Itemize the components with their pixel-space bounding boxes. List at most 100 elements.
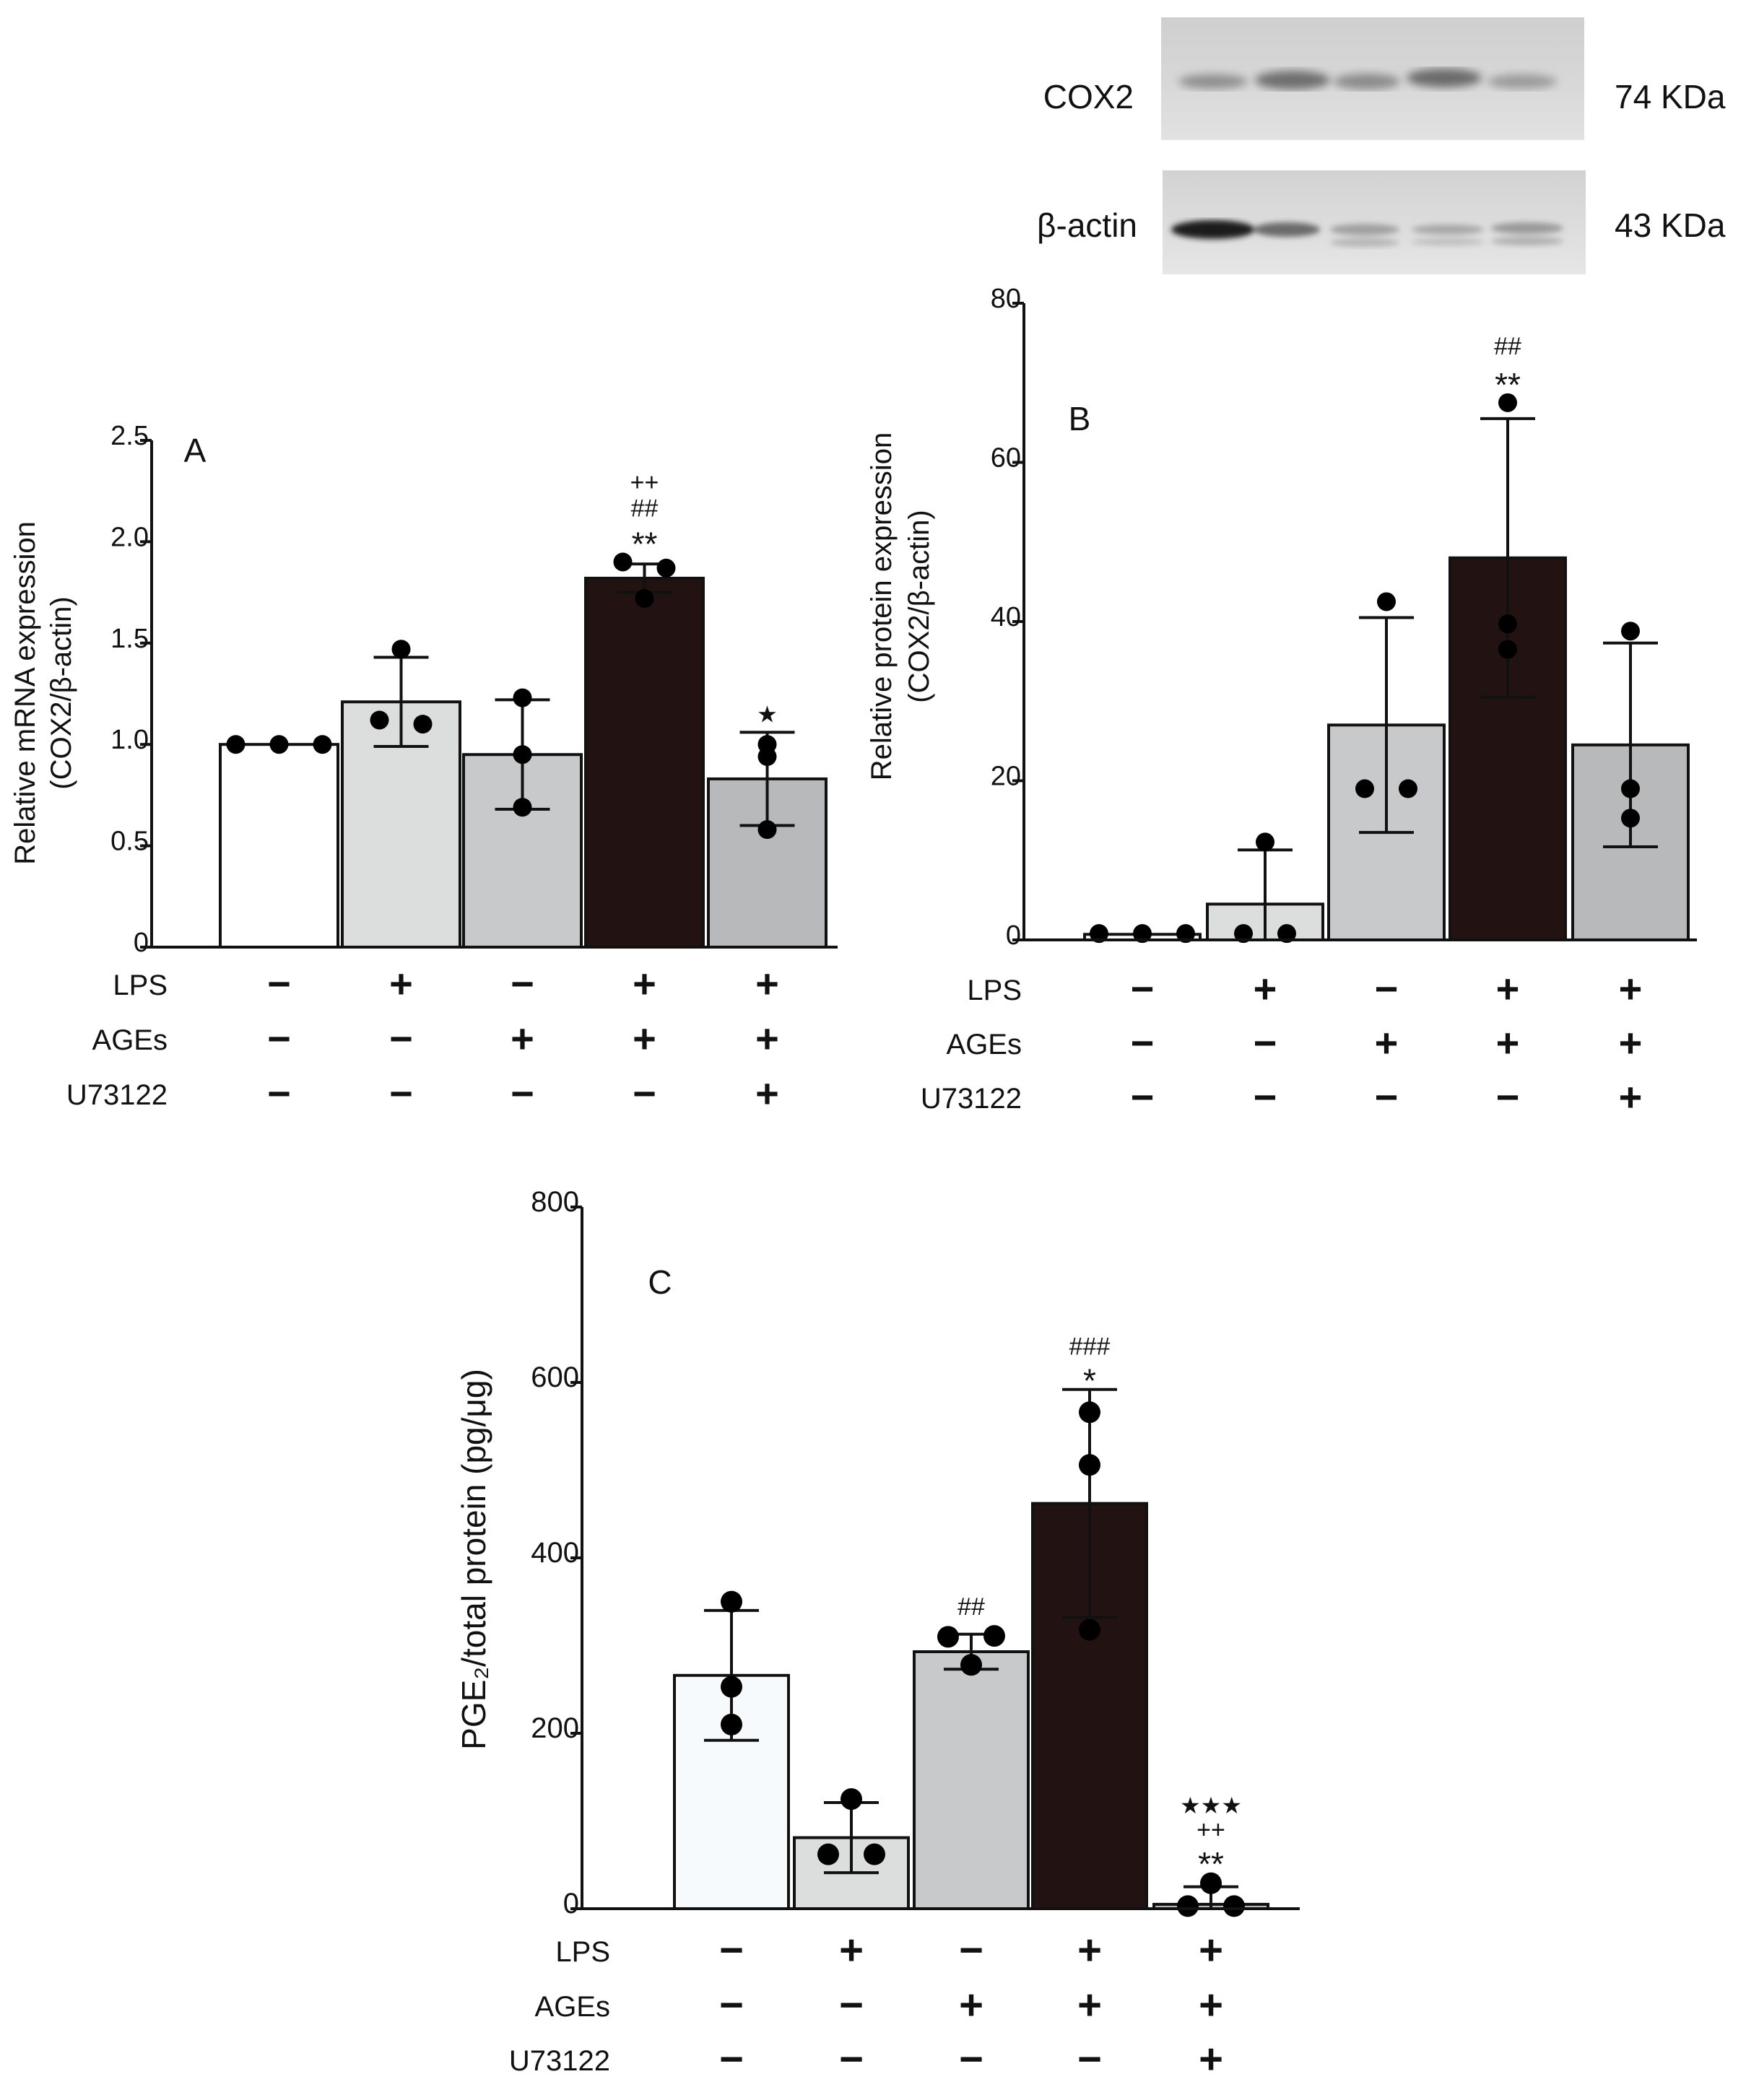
treatment-sign-c-ages-1: − — [719, 1982, 744, 2029]
treatment-sign-b-u73122-1: − — [1131, 1074, 1155, 1120]
data-point-b-4-3 — [1498, 640, 1517, 659]
panel-label-b: B — [1069, 400, 1091, 437]
treatment-sign-b-ages-5: + — [1619, 1020, 1643, 1066]
treatment-sign-c-lps-3: − — [959, 1927, 983, 1974]
data-point-a-3-3 — [513, 798, 532, 817]
treatment-sign-a-u73122-4: − — [633, 1071, 656, 1116]
y-tick-label-c-2: 400 — [531, 1537, 579, 1569]
blot-cox2-bands — [1178, 69, 1557, 90]
data-point-a-2-2 — [370, 710, 389, 730]
data-point-b-4-1 — [1498, 393, 1517, 412]
y-tick-label-a-3: 1.5 — [110, 624, 149, 654]
treatment-label-c-u73122: U73122 — [509, 2045, 610, 2077]
data-point-c-2-1 — [841, 1788, 862, 1811]
treatment-sign-a-lps-3: − — [511, 961, 534, 1006]
treatment-sign-a-ages-2: − — [389, 1016, 413, 1061]
data-point-c-2-2 — [817, 1843, 839, 1865]
treatment-sign-b-ages-1: − — [1131, 1020, 1155, 1066]
western-blot: COX2 74 KDa β-actin 43 KDa — [1037, 17, 1726, 274]
significance-a-5-1: ★ — [757, 701, 778, 727]
data-point-c-5-1 — [1200, 1872, 1222, 1894]
treatment-sign-a-ages-4: + — [633, 1016, 656, 1061]
treatment-sign-c-lps-4: + — [1077, 1927, 1102, 1974]
data-point-c-3-1 — [937, 1626, 959, 1648]
y-tick-label-a-4: 2.0 — [110, 522, 149, 552]
significance-a-4-3: ** — [632, 525, 658, 562]
data-point-c-4-3 — [1079, 1618, 1100, 1641]
treatment-sign-a-ages-3: + — [511, 1016, 534, 1061]
treatment-sign-c-lps-5: + — [1199, 1927, 1223, 1974]
treatment-sign-a-u73122-3: − — [511, 1071, 534, 1116]
treatment-label-a-lps: LPS — [113, 970, 168, 1001]
data-point-a-3-1 — [513, 688, 532, 707]
treatment-sign-b-u73122-5: + — [1619, 1074, 1643, 1120]
data-point-a-3-2 — [513, 745, 532, 764]
y-tick-label-a-2: 1.0 — [110, 725, 149, 755]
treatment-sign-a-u73122-5: + — [755, 1071, 779, 1116]
blot-actin-bands — [1171, 220, 1563, 247]
data-point-a-1-2 — [269, 735, 289, 754]
data-point-b-3-3 — [1399, 779, 1417, 798]
data-point-c-5-2 — [1177, 1895, 1199, 1917]
treatment-sign-b-lps-2: + — [1254, 966, 1277, 1011]
y-axis-label-b-2: (COX2/β-actin) — [903, 510, 935, 703]
data-point-b-2-2 — [1234, 924, 1253, 944]
treatment-sign-b-ages-3: + — [1375, 1020, 1399, 1066]
treatment-sign-b-ages-4: + — [1496, 1020, 1520, 1066]
treatment-label-a-ages: AGEs — [92, 1024, 168, 1056]
significance-c-5-3: ** — [1198, 1845, 1224, 1883]
treatment-sign-c-u73122-3: − — [959, 2036, 983, 2083]
panel-label-c: C — [648, 1263, 672, 1301]
treatment-sign-a-u73122-1: − — [267, 1071, 291, 1116]
data-point-a-4-2 — [656, 558, 676, 578]
treatment-sign-b-u73122-4: − — [1496, 1074, 1520, 1120]
y-tick-label-b-4: 80 — [991, 284, 1021, 314]
treatment-label-b-u73122: U73122 — [921, 1083, 1022, 1115]
data-point-b-4-2 — [1498, 614, 1517, 634]
y-tick-label-b-1: 20 — [991, 762, 1021, 792]
treatment-sign-c-ages-2: − — [839, 1982, 864, 2029]
data-point-c-5-3 — [1223, 1895, 1245, 1917]
significance-c-5-1: ★★★ — [1180, 1792, 1242, 1818]
y-tick-label-a-0: 0 — [134, 928, 149, 958]
y-axis-label-a-2: (COX2/β-actin) — [45, 596, 77, 790]
treatment-label-c-lps: LPS — [555, 1936, 610, 1968]
treatment-label-a-u73122: U73122 — [66, 1079, 168, 1111]
y-tick-label-c-3: 600 — [531, 1361, 579, 1393]
data-point-a-4-3 — [635, 589, 654, 609]
data-point-a-2-1 — [391, 640, 411, 659]
data-point-b-2-1 — [1256, 832, 1274, 852]
data-point-a-5-2 — [757, 747, 777, 767]
treatment-sign-a-u73122-2: − — [389, 1071, 413, 1116]
treatment-sign-b-u73122-2: − — [1254, 1074, 1277, 1120]
significance-c-3-1: ## — [957, 1593, 985, 1621]
data-point-c-1-2 — [721, 1676, 742, 1698]
treatment-sign-a-lps-1: − — [267, 961, 291, 1006]
y-tick-label-a-1: 0.5 — [110, 827, 149, 857]
data-point-c-3-3 — [960, 1654, 982, 1676]
data-point-c-1-3 — [721, 1713, 742, 1735]
significance-b-4-2: ** — [1495, 366, 1521, 404]
treatment-sign-c-u73122-4: − — [1077, 2036, 1102, 2083]
significance-a-4-2: ## — [631, 494, 659, 522]
y-tick-label-c-0: 0 — [563, 1888, 579, 1920]
y-tick-label-b-0: 0 — [1006, 920, 1021, 951]
data-point-c-4-2 — [1079, 1454, 1100, 1476]
blot-actin-label: β-actin — [1037, 206, 1137, 244]
blot-cox2-size: 74 KDa — [1615, 78, 1726, 116]
data-point-b-5-2 — [1621, 779, 1640, 798]
data-point-b-3-1 — [1377, 592, 1396, 611]
treatment-sign-c-u73122-5: + — [1199, 2036, 1223, 2083]
significance-a-4-1: ++ — [630, 469, 659, 496]
data-point-c-1-1 — [721, 1590, 742, 1613]
y-tick-label-b-2: 40 — [991, 602, 1021, 632]
treatment-sign-b-lps-4: + — [1496, 966, 1520, 1011]
y-axis-label-b-1: Relative protein expression — [866, 432, 898, 780]
significance-b-4-1: ## — [1494, 333, 1521, 360]
blot-cox2-label: COX2 — [1043, 78, 1134, 116]
treatment-sign-a-ages-5: + — [755, 1016, 779, 1061]
data-point-c-4-1 — [1079, 1401, 1100, 1424]
